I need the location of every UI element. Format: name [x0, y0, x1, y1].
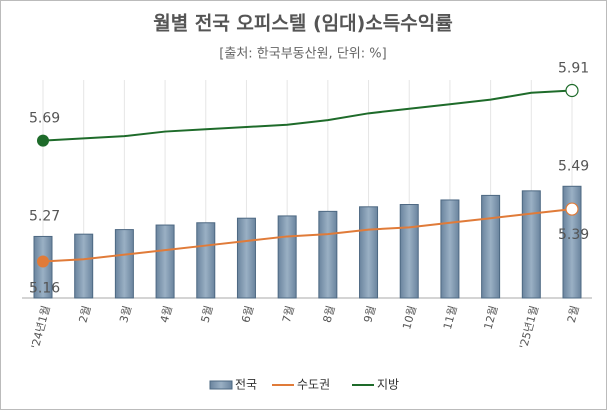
bar: [481, 194, 501, 299]
point-marker: [37, 134, 49, 147]
value-label: 5.39: [558, 227, 589, 243]
x-tick-label: 2월: [76, 304, 93, 324]
bar: [74, 233, 94, 299]
value-label: 5.69: [29, 111, 60, 127]
bar: [236, 217, 256, 299]
bar: [318, 210, 338, 299]
bar: [521, 190, 541, 299]
bar: [359, 206, 379, 299]
bar: [114, 229, 134, 299]
value-label: 5.27: [29, 208, 60, 224]
x-tick-label: 9월: [361, 304, 378, 324]
bar: [155, 224, 175, 299]
legend-swatch: [209, 380, 233, 390]
legend-label: 수도권: [297, 378, 330, 392]
series-line: [42, 89, 573, 142]
x-tick-label: 8월: [321, 304, 338, 324]
x-tick-label: 7월: [280, 304, 297, 324]
chart-title: 월별 전국 오피스텔 (임대)소득수익률: [153, 13, 452, 35]
bar: [399, 204, 419, 299]
x-tick-label: 4월: [158, 304, 175, 324]
x-tick-label: 5월: [199, 304, 216, 324]
legend-label: 지방: [377, 378, 399, 392]
point-marker: [565, 83, 579, 98]
chart-subtitle: [출처: 한국부동산원, 단위: %]: [219, 47, 386, 62]
bar: [562, 185, 582, 299]
series-line: [42, 208, 573, 263]
x-tick-label: 6월: [239, 304, 256, 324]
value-label: 5.16: [29, 281, 60, 297]
x-tick-label: 12월: [482, 304, 501, 331]
x-tick-label: 3월: [117, 304, 134, 324]
x-tick-label: 2월: [565, 304, 582, 324]
point-marker: [565, 202, 579, 216]
point-marker: [37, 255, 49, 268]
x-tick-label: 10월: [400, 304, 419, 331]
bar: [277, 215, 297, 299]
value-label: 5.49: [558, 158, 589, 174]
bar: [196, 222, 216, 299]
x-tick-label: 11월: [441, 304, 460, 331]
bar: [440, 199, 460, 299]
value-label: 5.91: [558, 61, 589, 77]
legend-label: 전국: [235, 378, 257, 392]
